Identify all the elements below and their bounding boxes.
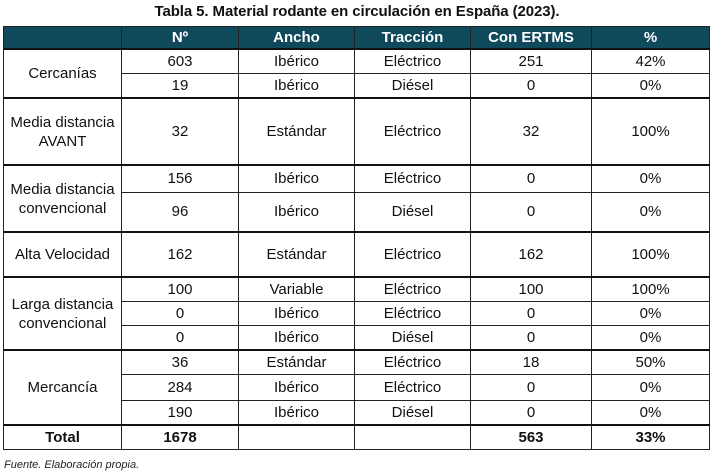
traccion-cell: Diésel [354,73,471,99]
table-row: 19 Ibérico Diésel 0 0% [4,73,710,99]
table-row: Cercanías 603 Ibérico Eléctrico 251 42% [3,48,710,99]
table-row: 284 Ibérico Eléctrico 0 0% [4,374,710,401]
ertms-cell: 162 [470,231,592,278]
ertms-cell: 0 [470,400,592,426]
pct-cell: 0% [591,301,710,326]
traccion-cell: Diésel [354,325,471,351]
ancho-cell: Ibérico [238,301,355,326]
traccion-cell: Diésel [354,400,471,426]
pct-cell: 0% [591,73,710,99]
ancho-cell: Ibérico [238,73,355,99]
ancho-cell: Variable [238,276,355,302]
header-ancho: Ancho [238,26,355,50]
pct-cell: 0% [591,325,710,351]
ertms-cell: 0 [470,192,592,233]
ancho-cell: Ibérico [238,164,355,193]
ancho-cell: Ibérico [238,374,355,401]
rolling-stock-table: Nº Ancho Tracción Con ERTMS % Cercanías 6… [3,26,710,450]
ertms-cell: 251 [470,48,592,74]
ertms-cell: 0 [470,164,592,193]
header-pct: % [591,26,710,50]
n-cell: 190 [121,400,239,426]
n-cell: 36 [121,349,239,375]
total-pct-cell: 33% [591,424,710,450]
n-cell: 0 [121,301,239,326]
pct-cell: 100% [591,276,710,302]
total-ancho-cell [238,424,355,450]
pct-cell: 0% [591,374,710,401]
header-ertms: Con ERTMS [470,26,592,50]
n-cell: 32 [121,97,239,166]
table-row: 0 Ibérico Eléctrico 0 0% [4,301,710,326]
ertms-cell: 0 [470,73,592,99]
category-cell: Cercanías [3,48,122,99]
traccion-cell: Eléctrico [354,349,471,375]
ancho-cell: Estándar [238,97,355,166]
table-row: 0 Ibérico Diésel 0 0% [4,325,710,351]
ancho-cell: Ibérico [238,325,355,351]
source-note: Fuente. Elaboración propia. [4,459,140,471]
pct-cell: 100% [591,231,710,278]
traccion-cell: Eléctrico [354,48,471,74]
table-row: Larga distancia convencional 100 Variable E… [3,276,710,351]
total-ertms-cell: 563 [470,424,592,450]
table-title: Tabla 5. Material rodante en circulación… [154,3,560,20]
total-label-cell: Total [3,424,122,450]
total-row: Total 1678 563 33% [3,424,710,450]
category-cell: Media distancia convencional [3,164,122,233]
ertms-cell: 18 [470,349,592,375]
total-n-cell: 1678 [121,424,239,450]
ancho-cell: Estándar [238,349,355,375]
n-cell: 0 [121,325,239,351]
n-cell: 19 [121,73,239,99]
traccion-cell: Eléctrico [354,374,471,401]
ancho-cell: Estándar [238,231,355,278]
pct-cell: 0% [591,164,710,193]
n-cell: 100 [121,276,239,302]
traccion-cell: Eléctrico [354,97,471,166]
header-n: Nº [121,26,239,50]
traccion-cell: Eléctrico [354,164,471,193]
ancho-cell: Ibérico [238,192,355,233]
table-row: Alta Velocidad 162 Estándar Eléctrico 162 100… [3,231,710,278]
n-cell: 96 [121,192,239,233]
n-cell: 603 [121,48,239,74]
n-cell: 162 [121,231,239,278]
category-cell: Mercancía [3,349,122,426]
category-cell: Alta Velocidad [3,231,122,278]
header-row: Nº Ancho Tracción Con ERTMS % [3,26,710,50]
ertms-cell: 100 [470,276,592,302]
pct-cell: 0% [591,400,710,426]
table-row: Media distancia convencional 156 Ibérico El… [3,164,710,233]
total-traccion-cell [354,424,471,450]
table-row: Media distancia AVANT 32 Estándar Eléctrico… [3,97,710,166]
traccion-cell: Eléctrico [354,231,471,278]
ertms-cell: 0 [470,374,592,401]
pct-cell: 100% [591,97,710,166]
category-cell: Larga distancia convencional [3,276,122,351]
pct-cell: 0% [591,192,710,233]
ertms-cell: 32 [470,97,592,166]
ancho-cell: Ibérico [238,400,355,426]
table-row: 190 Ibérico Diésel 0 0% [4,400,710,426]
category-cell: Media distancia AVANT [3,97,122,166]
header-traccion: Tracción [354,26,471,50]
table-row: 96 Ibérico Diésel 0 0% [4,192,710,233]
table-row: Mercancía 36 Estándar Eléctrico 18 50% [3,349,710,426]
ancho-cell: Ibérico [238,48,355,74]
ertms-cell: 0 [470,325,592,351]
traccion-cell: Eléctrico [354,276,471,302]
header-category [3,26,122,50]
pct-cell: 50% [591,349,710,375]
ertms-cell: 0 [470,301,592,326]
traccion-cell: Diésel [354,192,471,233]
pct-cell: 42% [591,48,710,74]
n-cell: 156 [121,164,239,193]
traccion-cell: Eléctrico [354,301,471,326]
n-cell: 284 [121,374,239,401]
